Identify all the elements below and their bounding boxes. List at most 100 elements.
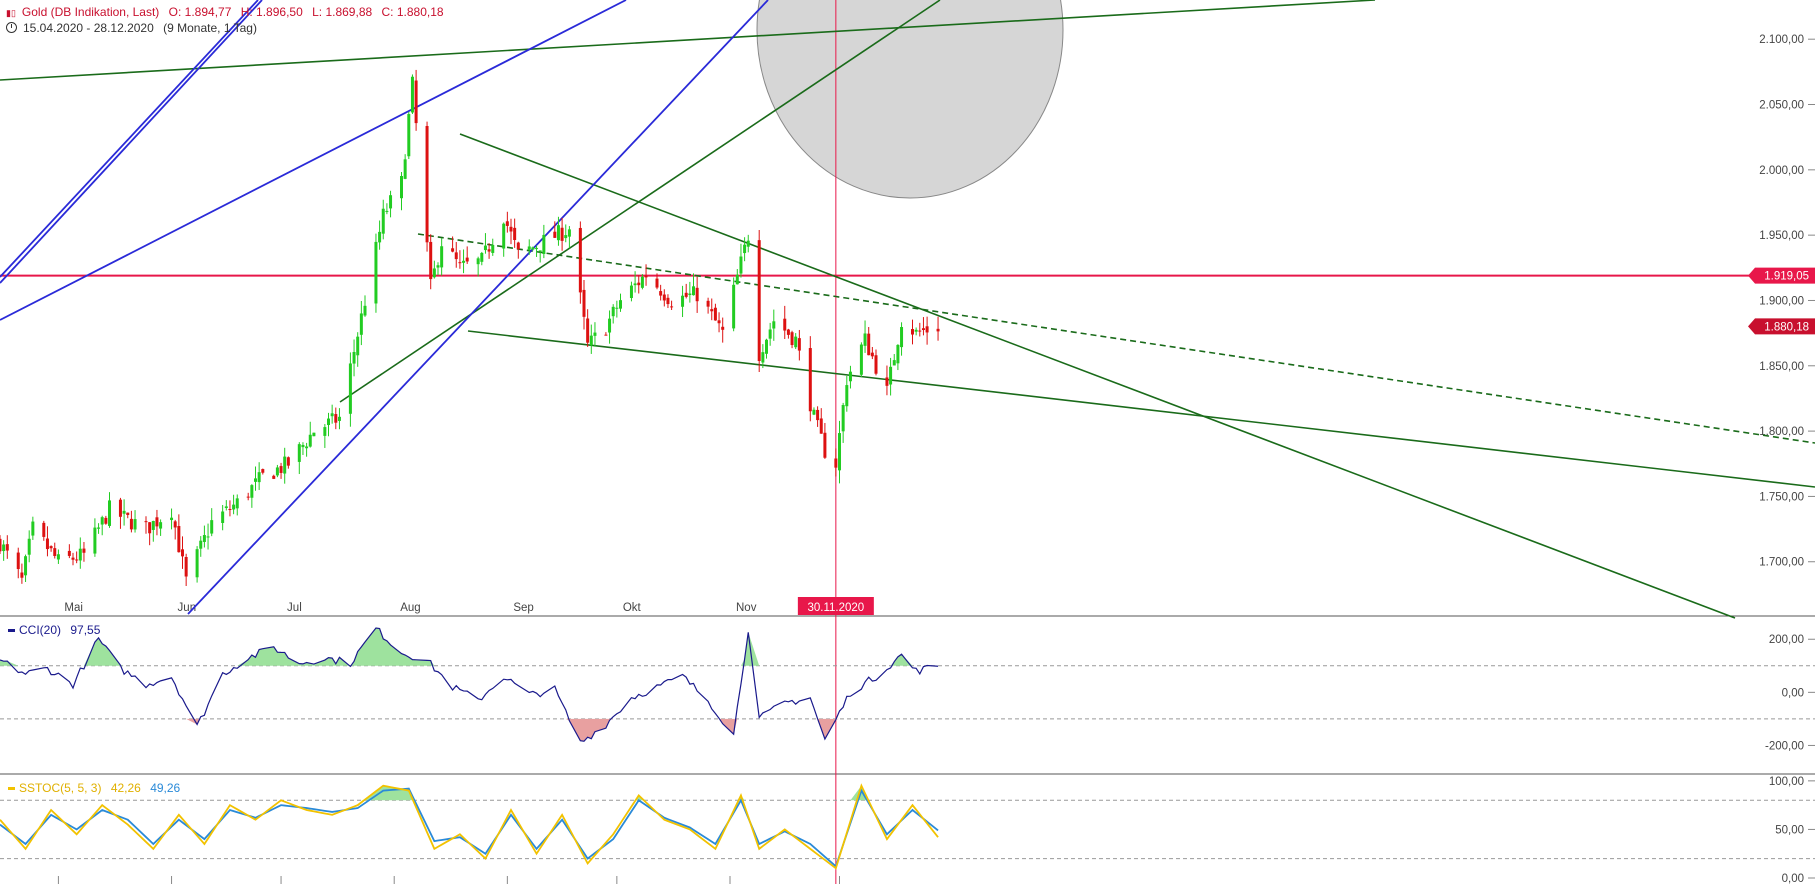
candle-body: [527, 246, 531, 250]
candle-body: [184, 557, 188, 577]
candle-body: [20, 572, 24, 578]
date-range: 15.04.2020 - 28.12.2020: [23, 21, 154, 35]
candle-body: [838, 433, 841, 471]
close-value: C: 1.880,18: [381, 5, 444, 19]
candle-body: [254, 478, 257, 482]
candle-body: [834, 458, 838, 468]
candle-body: [100, 517, 104, 525]
trend-line: [0, 0, 263, 284]
open-value: O: 1.894,77: [168, 5, 232, 19]
candle-body: [378, 231, 382, 243]
instrument-title: Gold (DB Indikation, Last): [21, 5, 160, 19]
candle-body: [359, 313, 363, 335]
candle-body: [859, 344, 863, 375]
trend-line: [459, 133, 1736, 619]
candle-body: [863, 333, 867, 346]
candle-body: [348, 363, 352, 414]
candle-body: [870, 352, 874, 357]
candle-body: [385, 210, 389, 212]
cci-y-tick-label: -200,00: [1765, 740, 1804, 752]
candle-body: [743, 244, 747, 254]
clock-icon: [6, 22, 17, 33]
candle-body: [746, 240, 750, 247]
candlestick-icon: ▮▯: [6, 8, 16, 18]
candle-body: [513, 227, 517, 240]
candle-body: [564, 235, 568, 239]
candle-body: [684, 292, 688, 297]
high-value: H: 1.896,50: [240, 5, 303, 19]
candle-body: [407, 114, 411, 157]
candle-body: [611, 306, 615, 317]
x-tick-label: Okt: [623, 602, 642, 614]
candle-body: [502, 223, 506, 249]
candle-body: [593, 332, 597, 336]
candle-body: [874, 355, 878, 374]
candle-body: [5, 544, 9, 551]
candle-body: [232, 504, 236, 510]
candle-body: [181, 549, 184, 557]
candle-body: [925, 326, 929, 333]
candle-body: [735, 274, 739, 285]
candle-body: [615, 307, 619, 309]
candle-body: [246, 496, 250, 498]
candle-body: [582, 289, 586, 317]
horizontal-line-tag-label: 1.919,05: [1764, 271, 1809, 283]
candle-body: [921, 328, 925, 331]
candle-body: [312, 432, 316, 437]
candle-body: [659, 291, 663, 296]
candle-body: [604, 334, 608, 336]
candle-body: [786, 329, 790, 335]
candle-body: [757, 240, 761, 362]
candle-body: [323, 427, 327, 436]
y-tick-label: 1.800,00: [1759, 426, 1804, 438]
candle-body: [451, 248, 455, 252]
candle-body: [334, 414, 338, 423]
candle-body: [783, 318, 787, 331]
candle-body: [78, 548, 82, 561]
cci-y-tick-label: 0,00: [1782, 687, 1804, 699]
candle-body: [71, 557, 75, 560]
chart-header: ▮▯ Gold (DB Indikation, Last) O: 1.894,77…: [6, 5, 450, 19]
candle-body: [305, 446, 309, 449]
candle-body: [462, 260, 466, 263]
candle-body: [159, 522, 163, 529]
candle-body: [538, 250, 542, 252]
candle-body: [629, 285, 633, 299]
date-range-row: 15.04.2020 - 28.12.2020 (9 Monate, 1 Tag…: [6, 21, 263, 35]
sstoc-legend: SSTOC(5, 5, 3) 42,26 49,26: [8, 781, 180, 795]
candle-body: [772, 321, 776, 329]
candle-body: [542, 234, 546, 254]
candle-body: [16, 552, 20, 570]
candle-body: [144, 521, 148, 523]
cci-y-tick-label: 200,00: [1769, 634, 1804, 646]
candle-body: [75, 559, 79, 561]
y-tick-label: 2.000,00: [1759, 165, 1804, 177]
candle-body: [363, 305, 367, 316]
candle-body: [250, 485, 254, 498]
candle-body: [819, 418, 823, 434]
trend-line: [417, 233, 1815, 444]
sstoc-y-tick-label: 50,00: [1775, 824, 1804, 836]
candle-body: [794, 336, 798, 348]
candle-body: [589, 335, 593, 346]
y-tick-label: 1.750,00: [1759, 491, 1804, 503]
candle-body: [633, 283, 637, 286]
y-tick-label: 1.900,00: [1759, 295, 1804, 307]
candle-body: [224, 506, 228, 509]
sstoc-legend-swatch: [8, 787, 15, 791]
candle-body: [516, 242, 520, 250]
candle-body: [381, 208, 385, 234]
candle-body: [173, 521, 177, 528]
candle-body: [118, 499, 122, 517]
candle-body: [403, 159, 407, 179]
candle-body: [556, 225, 560, 241]
cci-overbought-fill: [0, 627, 939, 666]
candle-body: [644, 275, 648, 278]
candle-body: [476, 258, 480, 265]
candle-body: [578, 227, 582, 293]
candle-body: [553, 231, 557, 238]
candle-body: [148, 522, 152, 534]
candle-body: [848, 371, 852, 382]
last-price-tag: [1748, 318, 1815, 335]
